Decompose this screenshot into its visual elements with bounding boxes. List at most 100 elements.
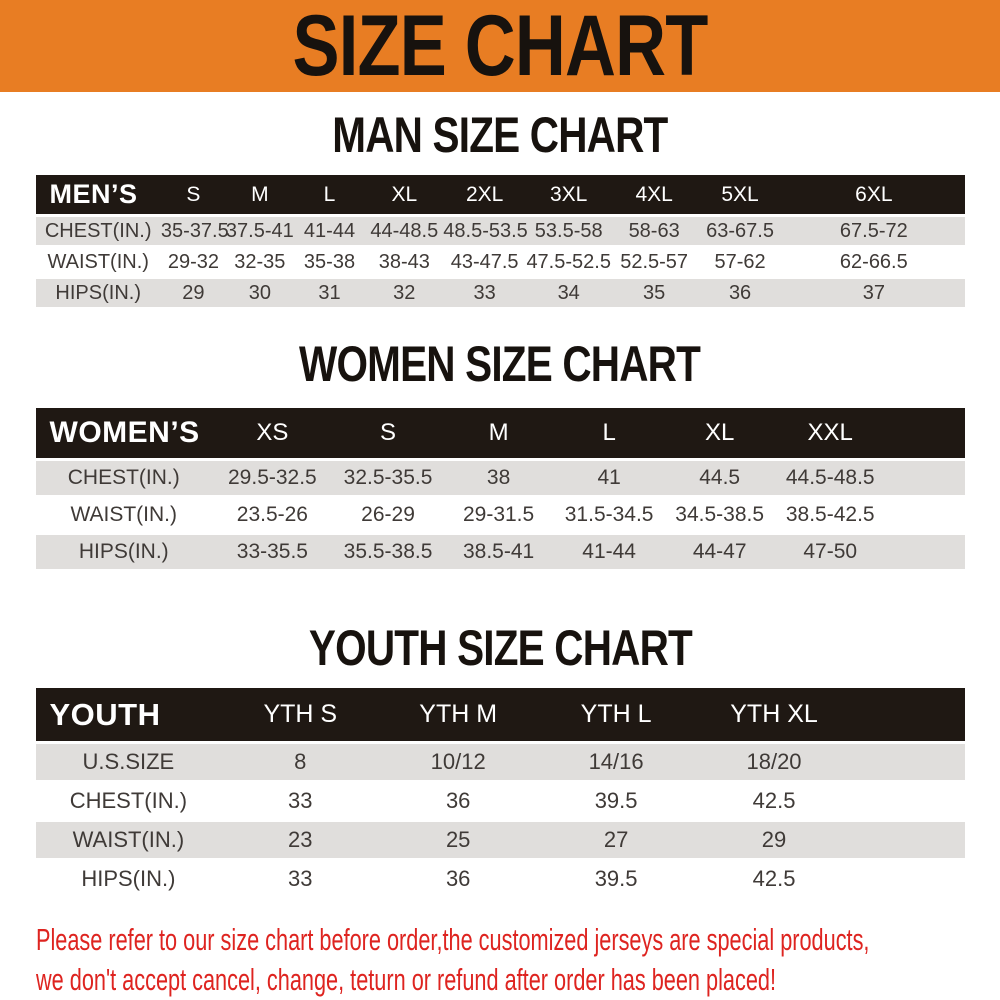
men-value-cell: 67.5-72	[839, 219, 908, 242]
men-table-row-1: CHEST(IN.) 35-37.5 37.5-41 41-44 44-48.5 48.5…	[35, 217, 965, 248]
women-value-cell: 41-44	[582, 540, 636, 563]
youth-value-cell: 39.5	[594, 866, 638, 891]
men-value-cell: 35	[643, 281, 666, 304]
women-value-cell: 47-50	[803, 540, 858, 563]
men-column-header-1: S	[186, 182, 201, 206]
women-column-header-2: S	[380, 419, 397, 446]
youth-row-label: U.S.SIZE	[82, 749, 175, 774]
women-column-header-4: L	[602, 419, 616, 446]
men-value-cell: 58-63	[628, 219, 680, 242]
women-table-row-1: CHEST(IN.) 29.5-32.5 32.5-35.5 38 41 44.5 44.5…	[35, 461, 965, 498]
men-value-cell: 38-43	[378, 250, 430, 273]
men-value-cell: 62-66.5	[839, 250, 908, 273]
men-value-cell: 37.5-41	[225, 219, 294, 242]
men-value-cell: 44-48.5	[370, 219, 439, 242]
youth-value-cell: 42.5	[752, 866, 796, 891]
men-column-header-9: 6XL	[855, 182, 893, 206]
youth-value-cell: 29	[761, 827, 787, 852]
men-table-header-row: MEN’S S M L XL 2XL 3XL 4XL 5XL 6XL	[35, 175, 965, 217]
women-value-cell: 29-31.5	[462, 503, 535, 526]
youth-column-header-1: YTH S	[263, 700, 338, 728]
banner: SIZE CHART	[0, 0, 1000, 92]
footer-note: Please refer to our size chart before or…	[36, 920, 965, 1000]
men-table-row-2: WAIST(IN.) 29-32 32-35 35-38 38-43 43-47.5 47.…	[35, 248, 965, 279]
men-value-cell: 63-67.5	[706, 219, 774, 242]
men-value-cell: 47.5-52.5	[526, 250, 611, 273]
women-column-header-3: M	[488, 419, 509, 446]
women-value-cell: 38.5-42.5	[785, 503, 875, 526]
men-value-cell: 35-37.5	[160, 219, 229, 242]
men-value-cell: 52.5-57	[620, 250, 689, 273]
youth-table-row-1: U.S.SIZE 8 10/12 14/16 18/20	[35, 744, 965, 783]
youth-value-cell: 27	[603, 827, 629, 852]
women-size-table: WOMEN’S XS S M L XL XXL CHEST(IN.) 29.5-32.5 32.5…	[35, 408, 965, 572]
footer-line-1: Please refer to our size chart before or…	[36, 920, 965, 960]
women-value-cell: 33-35.5	[236, 540, 308, 563]
men-value-cell: 43-47.5	[450, 250, 519, 273]
youth-table-row-3: WAIST(IN.) 23 25 27 29	[35, 822, 965, 861]
men-value-cell: 33	[473, 281, 496, 304]
men-value-cell: 35-38	[303, 250, 356, 273]
men-value-cell: 48.5-53.5	[443, 219, 528, 242]
footer-line-2-text: we don't accept cancel, change, teturn o…	[35, 962, 776, 997]
youth-column-header-4: YTH XL	[730, 700, 818, 728]
men-value-cell: 30	[248, 281, 271, 304]
youth-column-header-3: YTH L	[580, 700, 652, 728]
footer-line-2: we don't accept cancel, change, teturn o…	[36, 960, 965, 1000]
women-row-label: WAIST(IN.)	[70, 503, 178, 526]
men-column-header-6: 3XL	[550, 182, 588, 206]
youth-value-cell: 14/16	[588, 749, 644, 774]
youth-table-header-row: YOUTH YTH S YTH M YTH L YTH XL	[35, 688, 965, 744]
youth-header-label: YOUTH	[49, 696, 161, 732]
youth-value-cell: 33	[288, 788, 313, 813]
women-value-cell: 23.5-26	[236, 503, 308, 526]
men-column-header-5: 2XL	[465, 182, 504, 206]
men-value-cell: 29	[182, 281, 205, 304]
men-value-cell: 57-62	[714, 250, 766, 273]
women-table-header-row: WOMEN’S XS S M L XL XXL	[35, 408, 965, 461]
women-value-cell: 41	[597, 466, 621, 489]
footer-line-1-text: Please refer to our size chart before or…	[35, 922, 869, 957]
youth-value-cell: 8	[294, 749, 307, 774]
women-value-cell: 34.5-38.5	[675, 503, 765, 526]
youth-value-cell: 39.5	[594, 788, 638, 813]
men-heading-text: MAN SIZE CHART	[332, 107, 668, 163]
youth-row-label: WAIST(IN.)	[72, 827, 185, 852]
men-column-header-3: L	[323, 182, 336, 206]
youth-heading-text: YOUTH SIZE CHART	[308, 620, 692, 676]
youth-value-cell: 10/12	[430, 749, 486, 774]
men-column-header-4: XL	[391, 182, 418, 206]
men-section-heading: MAN SIZE CHART	[36, 107, 965, 163]
men-value-cell: 32-35	[234, 250, 286, 273]
women-value-cell: 31.5-34.5	[564, 503, 654, 526]
youth-value-cell: 33	[288, 866, 313, 891]
men-table-row-3: HIPS(IN.) 29 30 31 32 33 34 35 36 37	[35, 279, 965, 310]
youth-value-cell: 36	[445, 788, 471, 813]
youth-value-cell: 36	[445, 866, 471, 891]
women-value-cell: 26-29	[361, 503, 415, 526]
men-row-label: CHEST(IN.)	[44, 219, 152, 242]
women-value-cell: 44-47	[692, 540, 747, 563]
women-value-cell: 32.5-35.5	[343, 466, 433, 489]
youth-table-row-2: CHEST(IN.) 33 36 39.5 42.5	[35, 783, 965, 822]
women-column-header-5: XL	[705, 419, 735, 446]
women-table-row-2: WAIST(IN.) 23.5-26 26-29 29-31.5 31.5-34.5 34…	[35, 498, 965, 535]
youth-value-cell: 42.5	[752, 788, 796, 813]
women-value-cell: 29.5-32.5	[228, 466, 317, 489]
men-value-cell: 41-44	[303, 219, 356, 242]
women-value-cell: 38.5-41	[462, 540, 535, 563]
men-header-label: MEN’S	[49, 179, 138, 209]
men-value-cell: 34	[557, 281, 580, 304]
men-column-header-2: M	[251, 182, 269, 206]
men-column-header-7: 4XL	[635, 182, 673, 206]
content: MAN SIZE CHART MEN’S S M L XL 2XL 3XL 4XL 5XL 6XL…	[35, 107, 965, 1000]
women-value-cell: 35.5-38.5	[343, 540, 433, 563]
men-value-cell: 31	[318, 281, 341, 304]
youth-column-header-2: YTH M	[419, 700, 498, 728]
youth-value-cell: 18/20	[746, 749, 802, 774]
men-value-cell: 53.5-58	[534, 219, 603, 242]
women-value-cell: 44.5	[699, 466, 741, 489]
women-table-row-3: HIPS(IN.) 33-35.5 35.5-38.5 38.5-41 41-44 44-…	[35, 535, 965, 572]
women-column-header-1: XS	[256, 419, 289, 446]
men-size-table: MEN’S S M L XL 2XL 3XL 4XL 5XL 6XL CHEST(IN.) 35-37…	[35, 175, 965, 310]
